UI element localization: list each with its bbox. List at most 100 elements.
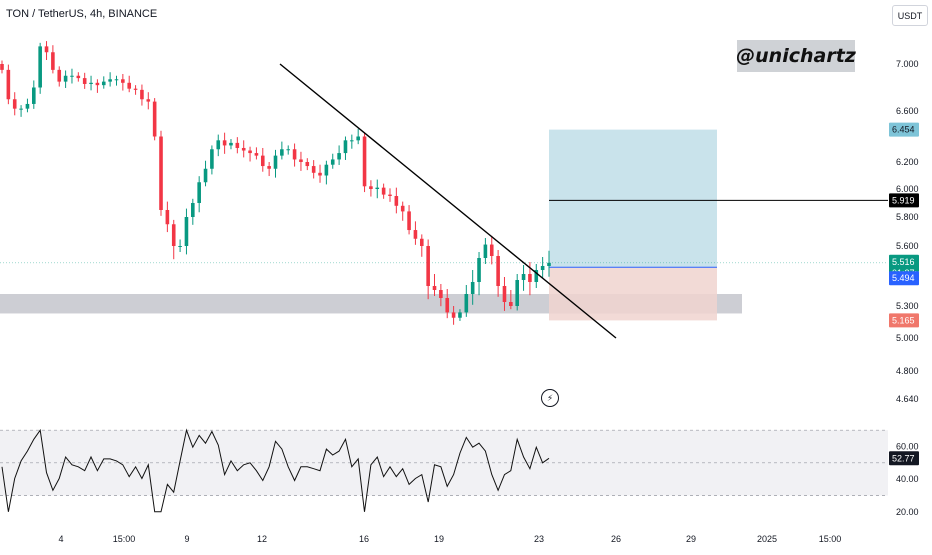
candle-body[interactable]	[528, 274, 532, 282]
candle-body[interactable]	[89, 82, 93, 84]
candle-body[interactable]	[127, 82, 132, 89]
candle-body[interactable]	[502, 286, 507, 302]
candle-body[interactable]	[235, 142, 240, 148]
candle-body[interactable]	[413, 230, 418, 239]
target-price-tag: 6.454	[889, 122, 919, 137]
candle-body[interactable]	[210, 149, 214, 169]
candle-body[interactable]	[25, 103, 30, 109]
candle-body[interactable]	[82, 78, 87, 84]
candle-body[interactable]	[426, 246, 430, 286]
candle-body[interactable]	[369, 186, 373, 189]
price-tick-label: 6.000	[896, 184, 919, 194]
candle-body[interactable]	[489, 244, 494, 256]
candle-body[interactable]	[299, 159, 303, 162]
candle-body[interactable]	[337, 153, 341, 160]
candle-body[interactable]	[57, 69, 62, 82]
candle-body[interactable]	[477, 258, 481, 282]
candle-body[interactable]	[241, 147, 246, 151]
candle-body[interactable]	[394, 196, 399, 206]
candle-body[interactable]	[197, 182, 201, 203]
candle-body[interactable]	[286, 149, 291, 151]
time-tick-label: 15:00	[819, 534, 842, 544]
candle-body[interactable]	[350, 140, 354, 142]
candle-body[interactable]	[470, 282, 475, 294]
candle-body[interactable]	[280, 149, 284, 156]
candle-body[interactable]	[19, 108, 23, 110]
candle-body[interactable]	[6, 69, 11, 100]
candle-body[interactable]	[400, 205, 405, 212]
rsi-value-tag-bg	[889, 451, 919, 466]
candle-body[interactable]	[32, 87, 36, 104]
candle-body[interactable]	[254, 153, 259, 156]
candle-body[interactable]	[216, 140, 221, 150]
candle-body[interactable]	[451, 312, 456, 318]
candle-body[interactable]	[203, 168, 208, 183]
trendline[interactable]	[279, 63, 617, 339]
candle-body[interactable]	[229, 142, 233, 146]
candle-body[interactable]	[464, 294, 469, 313]
candle-body[interactable]	[375, 187, 380, 189]
candle-body[interactable]	[95, 82, 100, 86]
rsi-tick-label: 20.00	[896, 507, 919, 517]
candle-body[interactable]	[356, 136, 360, 141]
candle-body[interactable]	[267, 166, 271, 169]
candle-body[interactable]	[534, 270, 539, 282]
candle-body[interactable]	[496, 256, 500, 286]
candle-body[interactable]	[419, 238, 424, 246]
candle-body[interactable]	[311, 166, 316, 173]
candle-body[interactable]	[191, 203, 195, 217]
rsi-line[interactable]	[1, 428, 550, 513]
candle-body[interactable]	[101, 81, 106, 86]
candle-body[interactable]	[458, 312, 462, 318]
candle-body[interactable]	[445, 298, 450, 313]
candle-body[interactable]	[121, 79, 125, 83]
candle-body[interactable]	[248, 150, 252, 154]
candle-body[interactable]	[12, 99, 17, 109]
candle-body[interactable]	[273, 155, 278, 169]
currency-button[interactable]: USDT	[892, 5, 928, 26]
candle-body[interactable]	[343, 140, 348, 154]
candle-body[interactable]	[509, 302, 513, 306]
candle-body[interactable]	[330, 159, 335, 165]
symbol-title[interactable]: TON / TetherUS, 4h, BINANCE	[6, 8, 158, 20]
candle-body[interactable]	[381, 187, 386, 195]
candle-body[interactable]	[108, 79, 112, 82]
candle-body[interactable]	[222, 140, 227, 146]
candle-body[interactable]	[114, 79, 119, 81]
candle-body[interactable]	[292, 149, 297, 160]
candle-body[interactable]	[51, 52, 55, 70]
candle-body[interactable]	[70, 75, 74, 77]
candle-body[interactable]	[515, 280, 519, 306]
candle-body[interactable]	[76, 75, 81, 79]
candle-body[interactable]	[260, 155, 265, 167]
candle-body[interactable]	[63, 75, 68, 82]
candle-body[interactable]	[547, 262, 551, 266]
candle-body[interactable]	[38, 46, 42, 88]
candle-body[interactable]	[140, 89, 144, 100]
candle-body[interactable]	[439, 290, 443, 298]
candle-body[interactable]	[362, 136, 367, 187]
candle-body[interactable]	[184, 217, 189, 246]
candle-body[interactable]	[407, 211, 411, 231]
candle-body[interactable]	[483, 244, 488, 258]
candle-body[interactable]	[178, 246, 182, 247]
candle-body[interactable]	[0, 64, 4, 70]
candle-body[interactable]	[540, 266, 545, 270]
candle-body[interactable]	[133, 88, 138, 90]
candle-body[interactable]	[324, 164, 329, 176]
candle-body[interactable]	[44, 46, 49, 53]
candle-body[interactable]	[432, 286, 437, 290]
candle-body[interactable]	[171, 224, 176, 246]
candle-body[interactable]	[152, 101, 157, 137]
candle-body[interactable]	[165, 210, 170, 225]
candle-body[interactable]	[146, 99, 151, 102]
candle-body[interactable]	[159, 136, 163, 211]
candle-body[interactable]	[305, 162, 310, 167]
candle-body[interactable]	[388, 194, 392, 196]
candle-body[interactable]	[318, 172, 322, 176]
time-tick-label: 12	[257, 534, 267, 544]
candle-body[interactable]	[521, 274, 526, 280]
lightning-icon[interactable]: ⚡	[541, 389, 559, 407]
